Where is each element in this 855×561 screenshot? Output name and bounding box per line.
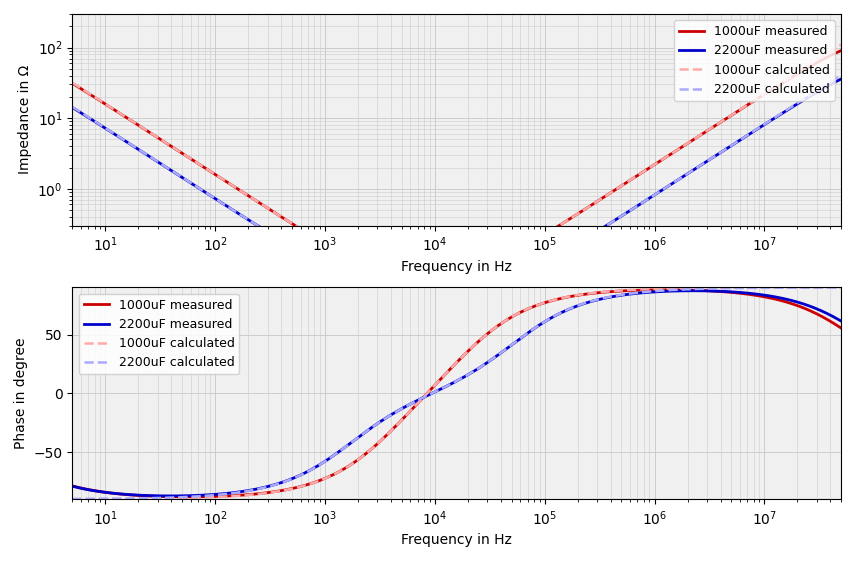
2200uF calculated [821, 284, 831, 291]
2200uF measured [200, 189, 210, 196]
Legend: 1000uF measured, 2200uF measured, 1000uF calculated, 2200uF calculated: 1000uF measured, 2200uF measured, 1000uF… [674, 20, 834, 101]
2200uF measured [68, 104, 78, 111]
2200uF calculated [155, 160, 165, 167]
1000uF measured [739, 104, 749, 111]
X-axis label: Frequency in Hz: Frequency in Hz [401, 533, 512, 547]
1000uF calculated [821, 51, 831, 58]
2200uF calculated [739, 135, 749, 141]
2200uF calculated [155, 495, 165, 502]
2200uF calculated [738, 284, 748, 291]
1000uF measured [155, 493, 165, 500]
2200uF measured [68, 483, 78, 490]
Y-axis label: Phase in degree: Phase in degree [14, 338, 28, 449]
2200uF calculated [836, 284, 846, 291]
1000uF calculated [68, 79, 78, 86]
2200uF calculated [362, 427, 372, 434]
2200uF measured [155, 160, 165, 167]
2200uF measured [362, 275, 372, 282]
Line: 1000uF measured: 1000uF measured [73, 50, 841, 280]
2200uF measured [822, 310, 832, 316]
1000uF measured [836, 325, 846, 332]
2200uF calculated [836, 72, 846, 79]
Line: 1000uF measured: 1000uF measured [73, 290, 841, 497]
1000uF measured [422, 277, 433, 284]
2200uF calculated [395, 406, 405, 413]
2200uF measured [427, 280, 437, 287]
1000uF calculated [395, 274, 405, 281]
1000uF calculated [738, 284, 748, 291]
1000uF calculated [362, 264, 372, 270]
1000uF measured [68, 482, 78, 489]
1000uF calculated [395, 418, 405, 425]
2200uF measured [836, 76, 846, 82]
2200uF measured [836, 318, 846, 324]
1000uF measured [363, 449, 373, 456]
2200uF measured [201, 491, 211, 498]
1000uF calculated [836, 42, 846, 48]
1000uF calculated [422, 277, 433, 284]
2200uF calculated [821, 81, 831, 88]
Line: 2200uF measured: 2200uF measured [73, 291, 841, 496]
2200uF measured [155, 493, 165, 499]
1000uF measured [68, 80, 78, 86]
1000uF measured [836, 47, 846, 54]
1000uF calculated [739, 104, 749, 111]
2200uF measured [395, 279, 405, 286]
1000uF measured [155, 136, 165, 142]
1000uF measured [821, 54, 831, 61]
2200uF calculated [200, 493, 210, 499]
Line: 1000uF calculated: 1000uF calculated [73, 287, 841, 499]
Line: 2200uF calculated: 2200uF calculated [73, 288, 841, 499]
1000uF measured [395, 274, 405, 281]
1000uF measured [822, 316, 832, 323]
2200uF measured [363, 427, 373, 434]
2200uF measured [739, 289, 749, 296]
1000uF calculated [362, 449, 372, 456]
1000uF calculated [821, 284, 831, 291]
1000uF calculated [200, 494, 210, 501]
1000uF measured [396, 418, 406, 425]
2200uF measured [396, 406, 406, 412]
1000uF calculated [836, 284, 846, 291]
1000uF calculated [68, 496, 78, 503]
2200uF measured [688, 287, 699, 294]
2200uF measured [821, 84, 831, 90]
1000uF calculated [155, 136, 165, 142]
2200uF measured [739, 135, 749, 141]
Line: 2200uF measured: 2200uF measured [73, 79, 841, 284]
2200uF measured [166, 493, 176, 499]
1000uF measured [739, 290, 749, 297]
1000uF measured [200, 165, 210, 172]
2200uF calculated [68, 496, 78, 503]
1000uF calculated [200, 165, 210, 172]
Legend: 1000uF measured, 2200uF measured, 1000uF calculated, 2200uF calculated: 1000uF measured, 2200uF measured, 1000uF… [79, 294, 239, 374]
Line: 1000uF calculated: 1000uF calculated [73, 45, 841, 280]
2200uF calculated [68, 103, 78, 110]
1000uF calculated [155, 495, 165, 502]
2200uF calculated [200, 189, 210, 196]
Y-axis label: Impedance in Ω: Impedance in Ω [18, 65, 32, 174]
2200uF calculated [362, 275, 372, 282]
X-axis label: Frequency in Hz: Frequency in Hz [401, 260, 512, 274]
1000uF measured [182, 494, 192, 500]
1000uF measured [662, 287, 672, 293]
2200uF calculated [427, 280, 437, 287]
2200uF calculated [395, 279, 405, 286]
1000uF measured [362, 264, 372, 270]
1000uF measured [201, 493, 211, 500]
Line: 2200uF calculated: 2200uF calculated [73, 75, 841, 284]
